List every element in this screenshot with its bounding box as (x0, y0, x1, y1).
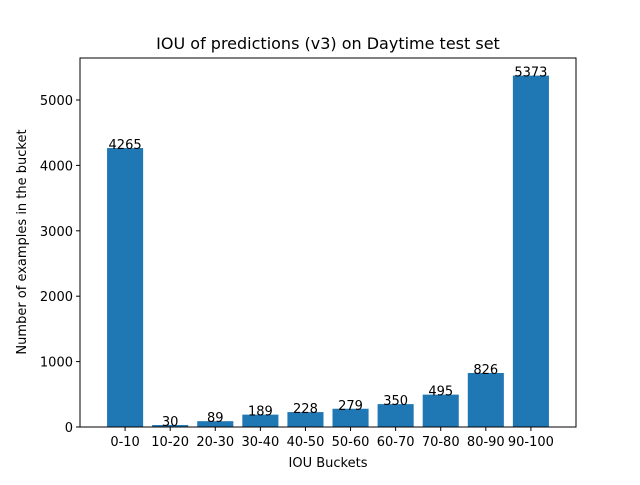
bar-50-60 (332, 408, 369, 427)
bar-30-40 (242, 414, 279, 427)
x-tick-label: 80-90 (467, 435, 505, 450)
y-tick-label: 3000 (40, 225, 73, 240)
data-label-0-10: 4265 (109, 138, 142, 153)
y-tick-label: 1000 (40, 356, 73, 371)
data-label-70-80: 495 (428, 385, 453, 400)
bar-60-70 (377, 404, 414, 427)
data-label-90-100: 5373 (514, 66, 547, 81)
x-tick-label: 70-80 (422, 435, 460, 450)
data-labels-group: 4265 30 89 189 228 279 350 495 826 5373 (109, 66, 548, 430)
bar-80-90 (467, 372, 504, 427)
x-axis: 0-10 10-20 20-30 30-40 40-50 50-60 60-70 70-80 8… (110, 427, 554, 450)
data-label-30-40: 189 (248, 405, 273, 420)
data-label-20-30: 89 (207, 411, 224, 426)
y-axis-label: Number of examples in the bucket (15, 129, 30, 354)
y-axis: 0 1000 2000 3000 4000 5000 (40, 94, 80, 436)
x-tick-label: 40-50 (287, 435, 325, 450)
bar-0-10 (107, 148, 144, 427)
chart-title: IOU of predictions (v3) on Daytime test … (156, 34, 500, 53)
y-tick-label: 4000 (40, 159, 73, 174)
x-tick-label: 0-10 (110, 435, 140, 450)
x-tick-label: 10-20 (151, 435, 189, 450)
y-tick-label: 2000 (40, 290, 73, 305)
x-axis-label: IOU Buckets (289, 456, 368, 471)
data-label-60-70: 350 (383, 394, 408, 409)
bar-40-50 (287, 412, 324, 427)
x-tick-label: 50-60 (332, 435, 370, 450)
bars-group (107, 75, 549, 427)
data-label-40-50: 228 (293, 402, 318, 417)
x-tick-label: 30-40 (241, 435, 279, 450)
bar-20-30 (197, 421, 234, 427)
bar-90-100 (512, 75, 549, 427)
data-label-80-90: 826 (473, 363, 498, 378)
data-label-50-60: 279 (338, 399, 363, 414)
x-tick-label: 20-30 (196, 435, 234, 450)
y-tick-label: 0 (65, 421, 73, 436)
bar-10-20 (152, 425, 189, 427)
x-tick-label: 60-70 (377, 435, 415, 450)
y-tick-label: 5000 (40, 94, 73, 109)
bar-70-80 (422, 394, 459, 427)
x-tick-label: 90-100 (508, 435, 554, 450)
plot-frame (79, 57, 577, 428)
data-label-10-20: 30 (162, 415, 179, 430)
